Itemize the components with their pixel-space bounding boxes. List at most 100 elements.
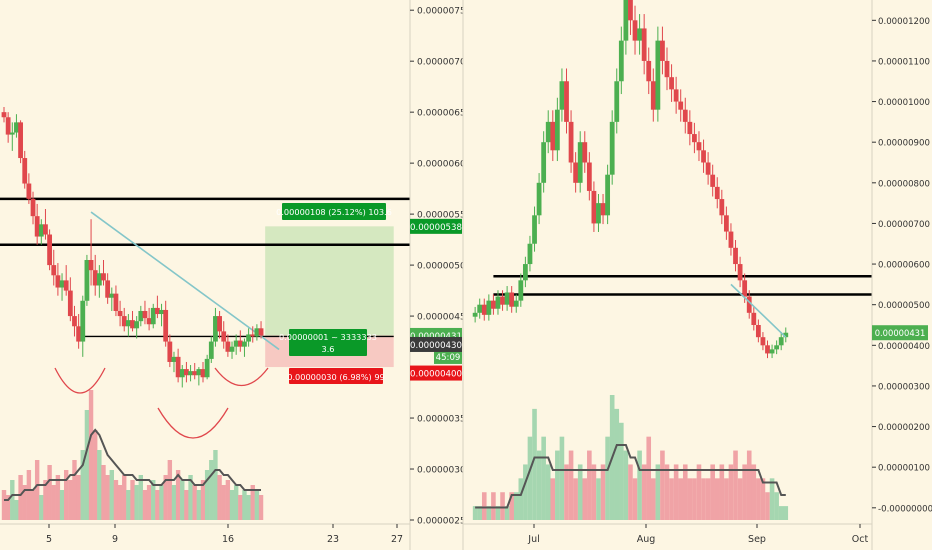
candle[interactable] xyxy=(664,60,670,78)
candle[interactable] xyxy=(101,273,106,281)
last-price-badge[interactable] xyxy=(872,325,928,341)
candle[interactable] xyxy=(564,81,569,122)
candle[interactable] xyxy=(527,243,533,265)
candle[interactable] xyxy=(710,174,716,187)
candle[interactable] xyxy=(669,77,674,90)
candle[interactable] xyxy=(229,346,235,352)
candle[interactable] xyxy=(646,60,652,82)
candle[interactable] xyxy=(504,292,510,305)
candle[interactable] xyxy=(26,183,32,199)
candle[interactable] xyxy=(618,40,624,82)
candle[interactable] xyxy=(518,280,524,301)
target-price-badge[interactable] xyxy=(410,218,462,234)
candle[interactable] xyxy=(774,345,780,350)
candle[interactable] xyxy=(196,369,202,376)
candle[interactable] xyxy=(637,28,642,41)
candle[interactable] xyxy=(477,304,483,313)
candle[interactable] xyxy=(109,293,115,298)
candle[interactable] xyxy=(632,20,638,41)
candle[interactable] xyxy=(258,328,264,336)
candle[interactable] xyxy=(225,341,231,352)
trendline[interactable] xyxy=(90,211,280,351)
candle[interactable] xyxy=(163,309,169,342)
candle[interactable] xyxy=(121,316,127,327)
candle[interactable] xyxy=(573,162,579,183)
candle[interactable] xyxy=(650,81,656,110)
candle[interactable] xyxy=(22,158,28,184)
candle[interactable] xyxy=(513,300,519,307)
candle[interactable] xyxy=(146,318,152,325)
candle[interactable] xyxy=(179,369,185,378)
candle[interactable] xyxy=(200,369,206,378)
candle[interactable] xyxy=(167,341,173,362)
left-shoulder-arc[interactable] xyxy=(54,367,106,394)
candle[interactable] xyxy=(609,121,615,175)
candle[interactable] xyxy=(760,337,766,346)
candle[interactable] xyxy=(641,28,647,61)
candle[interactable] xyxy=(623,0,629,41)
candle[interactable] xyxy=(14,122,19,133)
candle[interactable] xyxy=(733,247,738,265)
candle[interactable] xyxy=(723,215,729,232)
right-chart-panel[interactable]: 0.00001200 0.00001100 0.00001000 0.00000900… xyxy=(462,0,932,550)
candle[interactable] xyxy=(746,296,752,313)
candle[interactable] xyxy=(591,190,597,224)
candle[interactable] xyxy=(596,203,601,224)
candle[interactable] xyxy=(719,199,725,216)
candle[interactable] xyxy=(88,260,94,271)
level-price-badge[interactable] xyxy=(410,336,462,352)
candle[interactable] xyxy=(125,320,131,327)
candle[interactable] xyxy=(233,340,239,347)
candle[interactable] xyxy=(159,309,164,315)
candle[interactable] xyxy=(491,300,496,309)
candle[interactable] xyxy=(150,307,156,325)
candle[interactable] xyxy=(582,142,588,163)
candle[interactable] xyxy=(188,371,193,376)
candle[interactable] xyxy=(614,81,620,122)
candle[interactable] xyxy=(43,224,48,235)
candle[interactable] xyxy=(213,316,218,342)
candle[interactable] xyxy=(705,162,711,175)
candle[interactable] xyxy=(554,109,560,151)
candle[interactable] xyxy=(655,40,661,110)
candle[interactable] xyxy=(250,334,256,337)
candle[interactable] xyxy=(34,216,40,237)
candle[interactable] xyxy=(778,337,784,346)
candle[interactable] xyxy=(254,328,260,337)
candle[interactable] xyxy=(47,234,53,266)
candle[interactable] xyxy=(113,293,119,311)
candle[interactable] xyxy=(486,300,492,315)
candle[interactable] xyxy=(509,292,515,307)
candle[interactable] xyxy=(117,310,123,317)
candle[interactable] xyxy=(628,0,633,21)
candle[interactable] xyxy=(605,174,611,216)
candle[interactable] xyxy=(55,275,61,288)
candle[interactable] xyxy=(472,312,478,317)
candle[interactable] xyxy=(481,304,487,315)
candle[interactable] xyxy=(751,312,757,325)
candle[interactable] xyxy=(246,334,252,342)
candle[interactable] xyxy=(673,89,679,102)
candle[interactable] xyxy=(536,182,542,216)
candle[interactable] xyxy=(38,224,44,237)
candle[interactable] xyxy=(769,349,775,354)
candle[interactable] xyxy=(568,121,574,163)
stop-price-badge[interactable] xyxy=(410,365,462,381)
right-shoulder-arc[interactable] xyxy=(214,367,269,386)
candle[interactable] xyxy=(30,198,36,217)
candle[interactable] xyxy=(134,321,140,329)
candle[interactable] xyxy=(72,316,77,327)
candle[interactable] xyxy=(701,150,706,163)
candle[interactable] xyxy=(755,325,761,338)
candle[interactable] xyxy=(204,358,210,378)
candle[interactable] xyxy=(577,142,583,183)
candle[interactable] xyxy=(84,260,90,301)
left-chart-panel[interactable]: 0.00000108 (25.12%) 103.6 0.00000001 ~ 33… xyxy=(0,0,472,550)
candle[interactable] xyxy=(660,40,665,61)
candle[interactable] xyxy=(130,320,135,329)
candle[interactable] xyxy=(541,142,547,183)
candle[interactable] xyxy=(63,280,69,291)
candle[interactable] xyxy=(142,310,148,319)
candle[interactable] xyxy=(18,122,23,159)
candle[interactable] xyxy=(728,231,734,248)
